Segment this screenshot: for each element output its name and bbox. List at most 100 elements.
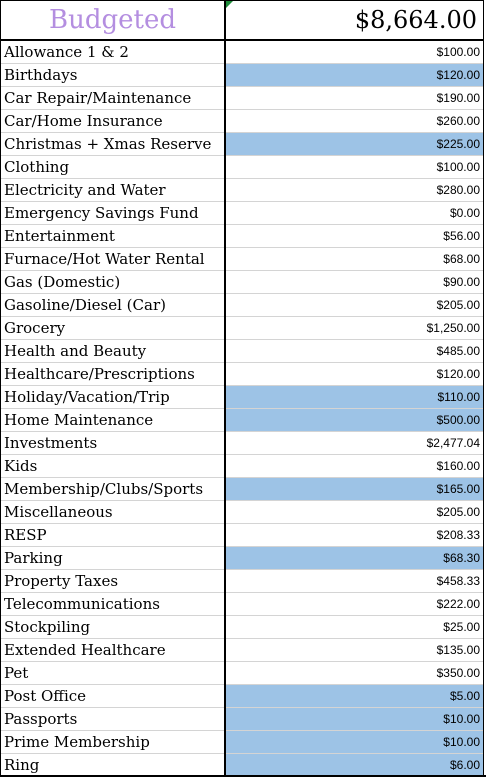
budget-amount-cell[interactable]: $120.00 [225, 63, 483, 87]
budgeted-header-cell[interactable]: Budgeted [1, 1, 226, 41]
category-name-cell[interactable]: Extended Healthcare [1, 638, 226, 662]
table-row: Property Taxes $458.33 [1, 569, 483, 593]
category-name-cell[interactable]: Clothing [1, 155, 226, 179]
category-name-cell[interactable]: Car Repair/Maintenance [1, 86, 226, 110]
table-row: Pet $350.00 [1, 661, 483, 685]
budget-amount-cell[interactable]: $2,477.04 [225, 431, 483, 455]
category-name-cell[interactable]: Car/Home Insurance [1, 109, 226, 133]
budget-amount-cell[interactable]: $25.00 [225, 615, 483, 639]
budget-amount-cell[interactable]: $0.00 [225, 201, 483, 225]
category-name-cell[interactable]: Investments [1, 431, 226, 455]
budget-amount-cell[interactable]: $485.00 [225, 339, 483, 363]
budget-amount-cell[interactable]: $135.00 [225, 638, 483, 662]
budget-amount-cell[interactable]: $190.00 [225, 86, 483, 110]
category-name-cell[interactable]: Allowance 1 & 2 [1, 40, 226, 64]
category-name-cell[interactable]: Ring [1, 753, 226, 777]
budget-amount-cell[interactable]: $208.33 [225, 523, 483, 547]
budget-amount-cell[interactable]: $165.00 [225, 477, 483, 501]
budget-amount-cell[interactable]: $225.00 [225, 132, 483, 156]
budget-amount-cell[interactable]: $222.00 [225, 592, 483, 616]
table-row: Passports $10.00 [1, 707, 483, 731]
table-row: Holiday/Vacation/Trip $110.00 [1, 385, 483, 409]
table-row: RESP $208.33 [1, 523, 483, 547]
category-name-cell[interactable]: Healthcare/Prescriptions [1, 362, 226, 386]
category-name-cell[interactable]: Prime Membership [1, 730, 226, 754]
category-name-cell[interactable]: Grocery [1, 316, 226, 340]
table-row: Kids $160.00 [1, 454, 483, 478]
cell-comment-indicator-icon [226, 1, 233, 8]
budget-amount-cell[interactable]: $68.00 [225, 247, 483, 271]
category-name-cell[interactable]: Entertainment [1, 224, 226, 248]
table-row: Birthdays $120.00 [1, 63, 483, 87]
category-name-cell[interactable]: Electricity and Water [1, 178, 226, 202]
table-row: Investments $2,477.04 [1, 431, 483, 455]
table-row: Christmas + Xmas Reserve $225.00 [1, 132, 483, 156]
budget-amount-cell[interactable]: $56.00 [225, 224, 483, 248]
table-row: Prime Membership $10.00 [1, 730, 483, 754]
budget-amount-cell[interactable]: $100.00 [225, 40, 483, 64]
budget-amount-cell[interactable]: $6.00 [225, 753, 483, 777]
category-name-cell[interactable]: Home Maintenance [1, 408, 226, 432]
budgeted-total-value: $8,664.00 [354, 6, 477, 34]
budget-amount-cell[interactable]: $90.00 [225, 270, 483, 294]
category-name-cell[interactable]: Miscellaneous [1, 500, 226, 524]
budget-amount-cell[interactable]: $205.00 [225, 293, 483, 317]
budget-amount-cell[interactable]: $68.30 [225, 546, 483, 570]
category-name-cell[interactable]: Passports [1, 707, 226, 731]
table-row: Furnace/Hot Water Rental $68.00 [1, 247, 483, 271]
category-name-cell[interactable]: Holiday/Vacation/Trip [1, 385, 226, 409]
table-row: Allowance 1 & 2 $100.00 [1, 40, 483, 64]
table-row: Electricity and Water $280.00 [1, 178, 483, 202]
category-name-cell[interactable]: Kids [1, 454, 226, 478]
budget-amount-cell[interactable]: $280.00 [225, 178, 483, 202]
budget-amount-cell[interactable]: $10.00 [225, 730, 483, 754]
table-row: Gas (Domestic) $90.00 [1, 270, 483, 294]
table-row: Stockpiling $25.00 [1, 615, 483, 639]
category-name-cell[interactable]: Gasoline/Diesel (Car) [1, 293, 226, 317]
table-row: Parking $68.30 [1, 546, 483, 570]
category-name-cell[interactable]: Gas (Domestic) [1, 270, 226, 294]
budget-amount-cell[interactable]: $10.00 [225, 707, 483, 731]
table-row: Emergency Savings Fund $0.00 [1, 201, 483, 225]
table-row: Health and Beauty $485.00 [1, 339, 483, 363]
category-name-cell[interactable]: Furnace/Hot Water Rental [1, 247, 226, 271]
budget-amount-cell[interactable]: $350.00 [225, 661, 483, 685]
table-row: Home Maintenance $500.00 [1, 408, 483, 432]
bottom-border [0, 775, 486, 777]
budget-amount-cell[interactable]: $205.00 [225, 500, 483, 524]
category-name-cell[interactable]: Emergency Savings Fund [1, 201, 226, 225]
budgeted-total-cell[interactable]: $8,664.00 [225, 1, 483, 41]
budget-amount-cell[interactable]: $5.00 [225, 684, 483, 708]
budget-amount-cell[interactable]: $1,250.00 [225, 316, 483, 340]
category-name-cell[interactable]: Post Office [1, 684, 226, 708]
table-row: Clothing $100.00 [1, 155, 483, 179]
budget-amount-cell[interactable]: $160.00 [225, 454, 483, 478]
category-name-cell[interactable]: Christmas + Xmas Reserve [1, 132, 226, 156]
table-row: Membership/Clubs/Sports $165.00 [1, 477, 483, 501]
table-row: Healthcare/Prescriptions $120.00 [1, 362, 483, 386]
category-name-cell[interactable]: Property Taxes [1, 569, 226, 593]
category-name-cell[interactable]: Stockpiling [1, 615, 226, 639]
table-row: Ring $6.00 [1, 753, 483, 777]
table-row: Grocery $1,250.00 [1, 316, 483, 340]
budget-amount-cell[interactable]: $110.00 [225, 385, 483, 409]
category-name-cell[interactable]: Telecommunications [1, 592, 226, 616]
category-name-cell[interactable]: RESP [1, 523, 226, 547]
table-row: Gasoline/Diesel (Car) $205.00 [1, 293, 483, 317]
category-name-cell[interactable]: Birthdays [1, 63, 226, 87]
budget-amount-cell[interactable]: $120.00 [225, 362, 483, 386]
budget-amount-cell[interactable]: $458.33 [225, 569, 483, 593]
header-row: Budgeted $8,664.00 [1, 1, 483, 41]
table-row: Post Office $5.00 [1, 684, 483, 708]
table-row: Extended Healthcare $135.00 [1, 638, 483, 662]
budget-amount-cell[interactable]: $500.00 [225, 408, 483, 432]
budget-amount-cell[interactable]: $100.00 [225, 155, 483, 179]
category-name-cell[interactable]: Membership/Clubs/Sports [1, 477, 226, 501]
category-name-cell[interactable]: Parking [1, 546, 226, 570]
category-name-cell[interactable]: Pet [1, 661, 226, 685]
budget-amount-cell[interactable]: $260.00 [225, 109, 483, 133]
table-row: Telecommunications $222.00 [1, 592, 483, 616]
category-name-cell[interactable]: Health and Beauty [1, 339, 226, 363]
